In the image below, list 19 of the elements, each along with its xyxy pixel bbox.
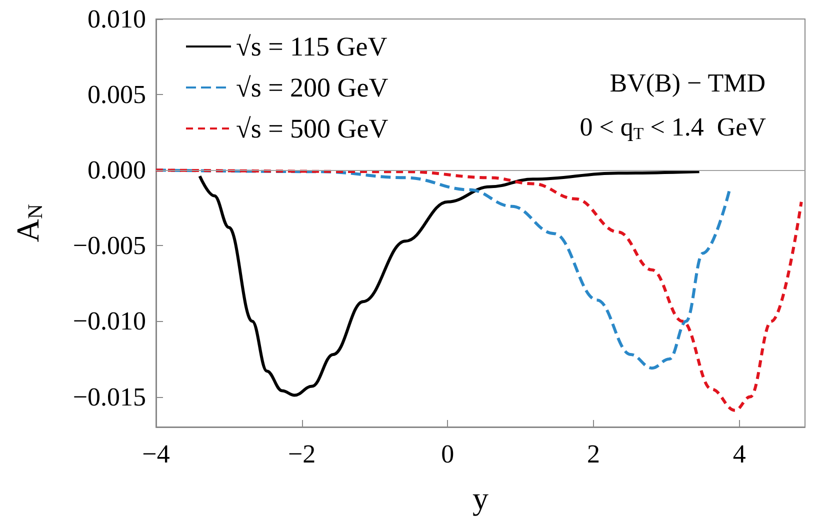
x-tick-label: 2 xyxy=(587,440,600,468)
legend-label: √s = 200 GeV xyxy=(236,72,389,102)
legend-label: √s = 500 GeV xyxy=(236,114,389,144)
y-tick-label: 0.010 xyxy=(88,4,146,34)
x-tick-label: 4 xyxy=(732,440,746,468)
y-axis-title: AN xyxy=(10,204,47,242)
y-tick-label: 0.000 xyxy=(88,156,146,185)
line-series xyxy=(198,170,701,397)
annotation: BV(B) − TMD xyxy=(610,68,766,98)
x-tick-label: −4 xyxy=(142,440,170,468)
y-tick-label: 0.005 xyxy=(88,80,146,110)
x-tick-label: −2 xyxy=(288,440,316,468)
y-tick-label: −0.005 xyxy=(72,231,146,260)
x-axis-title: y xyxy=(472,480,488,516)
x-tick-label: 0 xyxy=(441,440,454,468)
line-series xyxy=(154,168,803,412)
legend-label: √s = 115 GeV xyxy=(236,32,388,62)
y-tick-label: −0.015 xyxy=(72,382,146,412)
y-tick-label: −0.010 xyxy=(72,306,146,336)
